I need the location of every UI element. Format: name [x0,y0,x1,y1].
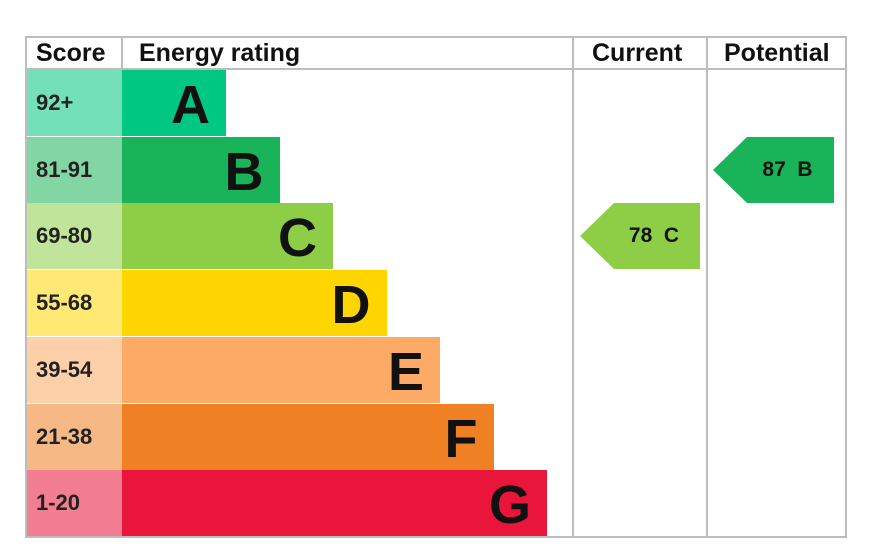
score-cell-a: 92+ [26,70,122,136]
rating-letter-g: G [488,475,531,536]
rating-bar-e: E [122,336,440,403]
score-cell-f: 21-38 [26,403,122,470]
rating-bar-g: G [122,470,547,537]
potential-rating-arrow-label: 87 B [762,157,813,181]
rating-letter-f: F [444,408,478,469]
rating-bar-d: D [122,270,387,337]
current-rating-arrow-shape [580,203,700,270]
current-rating-arrow: 78 C [580,203,700,270]
current-header: Current [592,39,683,67]
score-header: Score [36,39,106,67]
left-border [25,36,27,538]
rating-bar-a: A [122,70,226,136]
right-border [845,36,847,538]
potential-rating-arrow: 87 B [713,136,834,203]
rating-bar-c: C [122,203,333,270]
top-border [25,36,847,38]
rating-letter-a: A [171,75,210,135]
rating-letter-b: B [224,141,264,202]
rating-letter-e: E [387,341,424,402]
score-cell-e: 39-54 [26,336,122,403]
score-divider [121,36,123,70]
current-left-divider [572,36,574,538]
rating-letter-c: C [278,208,317,269]
rating-bar-f: F [122,403,494,470]
score-cell-g: 1-20 [26,470,122,537]
energy-rating-header: Energy rating [139,39,301,67]
current-right-divider [706,36,708,538]
rating-bar-b: B [122,136,280,203]
header-divider [25,68,847,70]
potential-header: Potential [724,39,830,67]
potential-rating-arrow-shape [713,136,834,203]
bottom-border [25,536,847,538]
current-rating-arrow-label: 78 C [628,224,680,248]
rating-letter-d: D [331,275,371,336]
score-cell-d: 55-68 [26,270,122,337]
score-cell-b: 81-91 [26,136,122,203]
score-cell-c: 69-80 [26,203,122,270]
